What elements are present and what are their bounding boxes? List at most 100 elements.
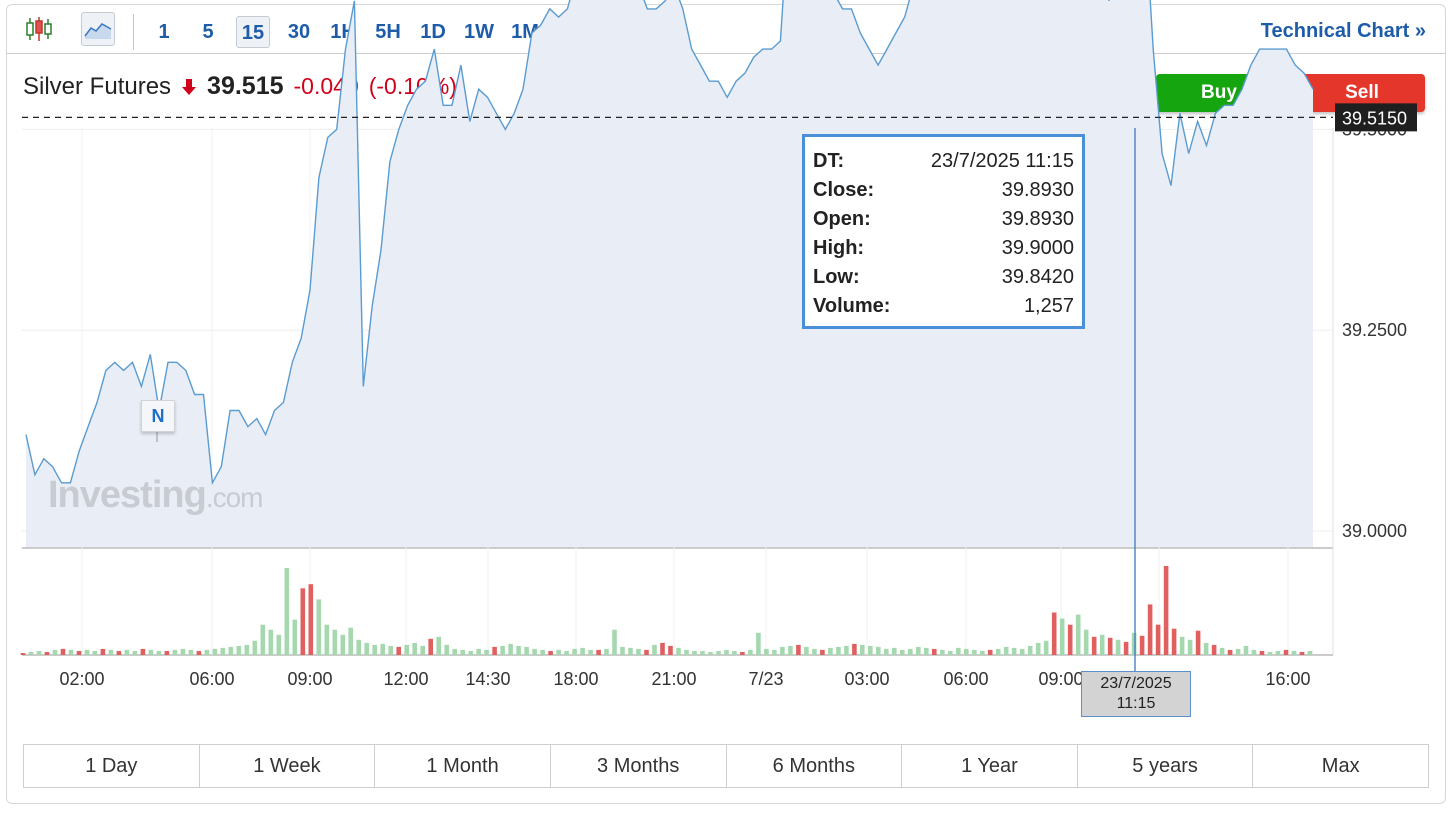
volume-bar — [100, 648, 106, 655]
volume-bar — [588, 649, 593, 655]
volume-bar — [172, 649, 178, 655]
volume-bar — [524, 646, 529, 655]
volume-bar — [444, 644, 449, 655]
range-1-week[interactable]: 1 Week — [200, 745, 376, 787]
volume-bar — [332, 629, 338, 655]
volume-bar — [316, 599, 322, 655]
volume-bar — [1155, 624, 1161, 655]
volume-bar — [44, 652, 50, 655]
volume-bar — [1219, 647, 1225, 655]
volume-bar — [508, 643, 513, 655]
range-6-months[interactable]: 6 Months — [727, 745, 903, 787]
volume-bar — [1011, 647, 1017, 655]
chart-overlays — [156, 128, 1136, 671]
volume-bar — [764, 648, 769, 655]
x-tick-label: 02:00 — [59, 669, 104, 689]
timeframe-5[interactable]: 5 — [202, 21, 214, 43]
volume-bar — [148, 649, 154, 655]
tooltip-row: High: 39.9000 — [813, 237, 1074, 259]
volume-bar — [820, 649, 825, 655]
volume-bar — [660, 642, 665, 655]
volume-bar — [396, 646, 401, 655]
tooltip-row: Low: 39.8420 — [813, 266, 1074, 288]
candlestick-icon[interactable] — [22, 12, 56, 46]
volume-bar — [940, 649, 945, 655]
price-area — [25, 0, 1314, 547]
volume-bar — [788, 645, 793, 655]
volume-bar — [532, 648, 537, 655]
volume-bar — [228, 646, 234, 655]
volume-bar — [356, 639, 361, 655]
area-chart-icon[interactable] — [81, 12, 115, 46]
volume-bar — [380, 643, 385, 655]
volume-bar — [796, 644, 801, 655]
volume-bar — [900, 649, 905, 655]
volume-bar — [1235, 648, 1241, 655]
price-area-fill — [26, 0, 1313, 547]
range-5-years[interactable]: 5 years — [1078, 745, 1254, 787]
range-max[interactable]: Max — [1321, 754, 1360, 777]
tooltip-row: Close: 39.8930 — [813, 179, 1074, 201]
range-1-year[interactable]: 1 Year — [902, 745, 1078, 787]
volume-bar — [844, 645, 849, 655]
volume-bar — [1291, 651, 1297, 655]
range-1-month[interactable]: 1 Month — [375, 745, 551, 787]
volume-bar — [252, 640, 258, 655]
volume-bar — [292, 619, 298, 655]
volume-bar — [644, 649, 649, 655]
volume-bar — [124, 649, 130, 655]
volume-bar — [932, 648, 937, 655]
timeframe-1w[interactable]: 1W — [464, 21, 494, 43]
volume-bar — [732, 651, 737, 655]
volume-bar — [868, 645, 873, 655]
technical-chart-link[interactable]: Technical Chart » — [1260, 20, 1426, 42]
volume-bar — [572, 648, 577, 655]
volume-bar — [492, 646, 497, 655]
volume-bar — [740, 652, 745, 655]
volume-bar — [260, 624, 266, 655]
volume-bar — [860, 644, 865, 655]
volume-bar — [412, 642, 417, 655]
volume-bar — [212, 648, 218, 655]
volume-bar — [1051, 612, 1057, 655]
volume-bar — [1099, 634, 1105, 655]
volume-bar — [268, 629, 274, 655]
range-3-months[interactable]: 3 Months — [551, 745, 727, 787]
crosshair-time-label: 23/7/2025 11:15 — [1081, 671, 1191, 717]
volume-bar — [1107, 637, 1113, 655]
volume-bar — [692, 651, 697, 655]
timeframe-1[interactable]: 1 — [158, 21, 170, 43]
timeframe-15[interactable]: 15 — [236, 16, 270, 48]
volume-bar — [1171, 628, 1177, 655]
volume-bar — [164, 651, 170, 655]
volume-bar — [92, 651, 98, 655]
price-line — [25, 0, 1314, 486]
x-tick-label: 09:00 — [1038, 669, 1083, 689]
range-1-day[interactable]: 1 Day — [24, 745, 200, 787]
volume-bar — [924, 647, 929, 655]
instrument-name: Silver Futures — [23, 72, 172, 100]
timeframe-5h[interactable]: 5H — [375, 21, 401, 43]
volume-bar — [60, 648, 66, 655]
volume-bar — [724, 649, 729, 655]
volume-bar — [364, 642, 369, 655]
timeframe-1d[interactable]: 1D — [420, 21, 446, 43]
volume-bar — [108, 649, 114, 655]
volume-bar — [1003, 646, 1009, 655]
x-tick-label: 14:30 — [465, 669, 510, 689]
news-marker[interactable]: N — [141, 400, 175, 432]
volume-bar — [1139, 635, 1145, 655]
volume-bar — [436, 636, 441, 655]
ohlc-tooltip: DT: 23/7/2025 11:15 Close: 39.8930 Open: 39… — [802, 134, 1085, 329]
volume-bar — [428, 638, 433, 655]
volume-bar — [916, 646, 921, 655]
volume-bar — [20, 653, 26, 655]
volume-bar — [1179, 636, 1185, 655]
x-tick-label: 03:00 — [844, 669, 889, 689]
volume-bar — [484, 649, 489, 655]
timeframe-30[interactable]: 30 — [287, 21, 311, 43]
y-tick-label: 39.0000 — [1342, 521, 1407, 541]
volume-bar — [1067, 624, 1073, 655]
volume-bar — [340, 634, 346, 655]
